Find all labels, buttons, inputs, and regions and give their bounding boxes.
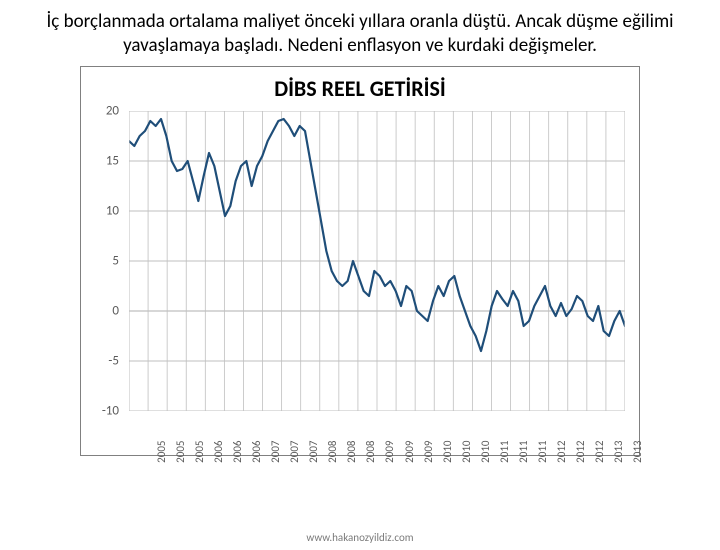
y-tick-label: -10: [102, 403, 119, 418]
y-axis-labels: -10-505101520: [81, 111, 125, 411]
x-tick-label: 2010: [441, 440, 454, 462]
y-tick-label: -5: [108, 353, 119, 368]
x-tick-label: 2013: [631, 440, 644, 462]
slide-caption: İç borçlanmada ortalama maliyet önceki y…: [30, 10, 690, 58]
chart-svg: [129, 111, 625, 411]
x-tick-label: 2013: [612, 440, 625, 462]
x-tick-label: 2005: [193, 440, 206, 462]
x-tick-label: 2005: [154, 440, 167, 462]
x-axis-labels: 2005200520052006200620062007200720072008…: [129, 413, 625, 451]
plot-area: [129, 111, 625, 411]
x-tick-label: 2010: [460, 440, 473, 462]
x-tick-label: 2006: [212, 440, 225, 462]
x-tick-label: 2005: [173, 440, 186, 462]
x-tick-label: 2007: [269, 440, 282, 462]
x-tick-label: 2007: [288, 440, 301, 462]
x-tick-label: 2012: [555, 440, 568, 462]
x-tick-label: 2008: [345, 440, 358, 462]
chart-container: DİBS REEL GETİRİSİ -10 -5 0 5 10 15 20 2005200…: [80, 66, 640, 456]
x-tick-label: 2009: [421, 440, 434, 462]
x-tick-label: 2011: [498, 440, 511, 462]
chart-title: DİBS REEL GETİRİSİ: [81, 67, 639, 102]
x-tick-label: 2011: [517, 440, 530, 462]
x-tick-label: 2012: [593, 440, 606, 462]
y-tick-label: 20: [106, 103, 119, 118]
x-tick-label: 2006: [250, 440, 263, 462]
x-tick-label: 2008: [364, 440, 377, 462]
y-tick-label: 10: [106, 203, 119, 218]
y-tick-label: 15: [106, 153, 119, 168]
x-tick-label: 2010: [479, 440, 492, 462]
footer-link: www.hakanozyildiz.com: [0, 531, 720, 544]
x-tick-label: 2009: [402, 440, 415, 462]
y-tick-label: 0: [112, 303, 119, 318]
x-tick-label: 2011: [536, 440, 549, 462]
y-tick-label: 5: [112, 253, 119, 268]
x-tick-label: 2006: [231, 440, 244, 462]
x-tick-label: 2012: [574, 440, 587, 462]
x-tick-label: 2009: [383, 440, 396, 462]
x-tick-label: 2008: [326, 440, 339, 462]
x-tick-label: 2007: [307, 440, 320, 462]
